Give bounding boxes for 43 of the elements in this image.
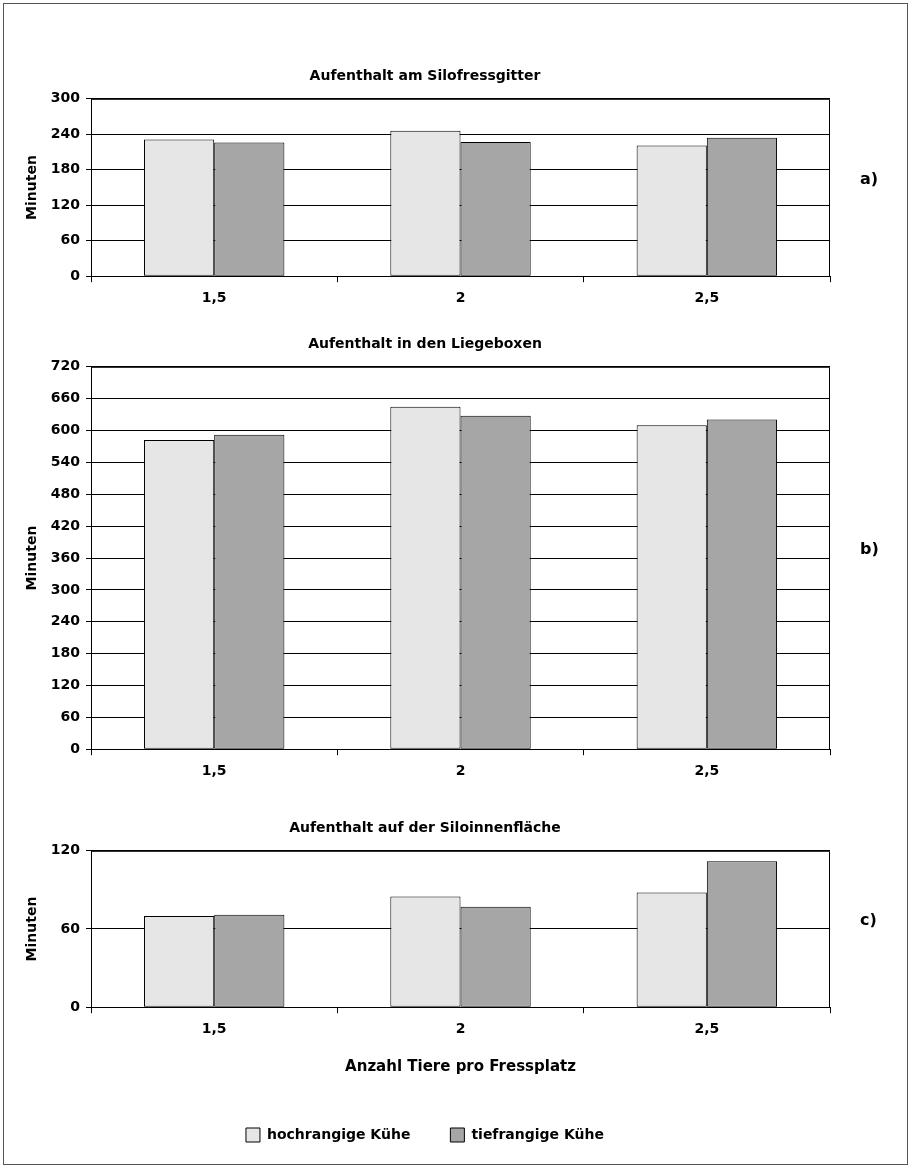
text: c) [860,910,877,930]
y-tick-label: 720 [50,357,81,374]
x-tick-label: 2 [455,289,466,306]
y-tick-label: 480 [50,484,81,501]
x-tick-label: 2,5 [694,289,720,306]
y-tick-label: 180 [50,644,81,661]
y-tick-label: 240 [50,612,81,629]
y-tick-label: 0 [70,997,81,1014]
y-tick-label: 0 [70,739,81,756]
y-tick-label: 540 [50,453,81,470]
x-tick-label: 2,5 [694,762,720,779]
x-tick-label: 1,5 [201,1020,227,1037]
x-tick-label: 2 [455,762,466,779]
y-tick-label: 300 [50,89,81,106]
legend-label: hochrangige Kühe [266,1125,411,1142]
y-tick-label: 360 [50,548,81,565]
y-tick-label: 420 [50,516,81,533]
legend-label: tiefrangige Kühe [471,1125,605,1142]
y-axis-title: Minuten [23,155,40,220]
chart-title: Aufenthalt am Silofressgitter [309,67,541,84]
y-tick-label: 60 [60,919,81,936]
x-tick-label: 2,5 [694,1020,720,1037]
x-tick-label: 2 [455,1020,466,1037]
y-tick-label: 300 [50,580,81,597]
y-axis-title: Minuten [23,525,40,591]
y-tick-label: 60 [60,231,81,248]
x-tick-label: 1,5 [201,762,227,779]
y-tick-label: 180 [50,160,81,177]
y-tick-label: 240 [50,124,81,141]
y-tick-label: 60 [60,707,81,724]
y-tick-label: 120 [50,841,81,858]
x-axis-title: Anzahl Tiere pro Fressplatz [345,1056,577,1075]
y-tick-label: 660 [50,389,81,406]
y-tick-label: 120 [50,195,81,212]
x-tick-label: 1,5 [201,289,227,306]
y-tick-label: 0 [70,266,81,283]
text: b) [860,539,879,559]
y-axis-title: Minuten [23,896,40,962]
y-tick-label: 120 [50,676,81,693]
chart-title: Aufenthalt auf der Siloinnenfläche [289,819,561,836]
y-tick-label: 600 [50,421,81,438]
text: a) [860,168,879,188]
chart-title: Aufenthalt in den Liegeboxen [308,335,542,352]
